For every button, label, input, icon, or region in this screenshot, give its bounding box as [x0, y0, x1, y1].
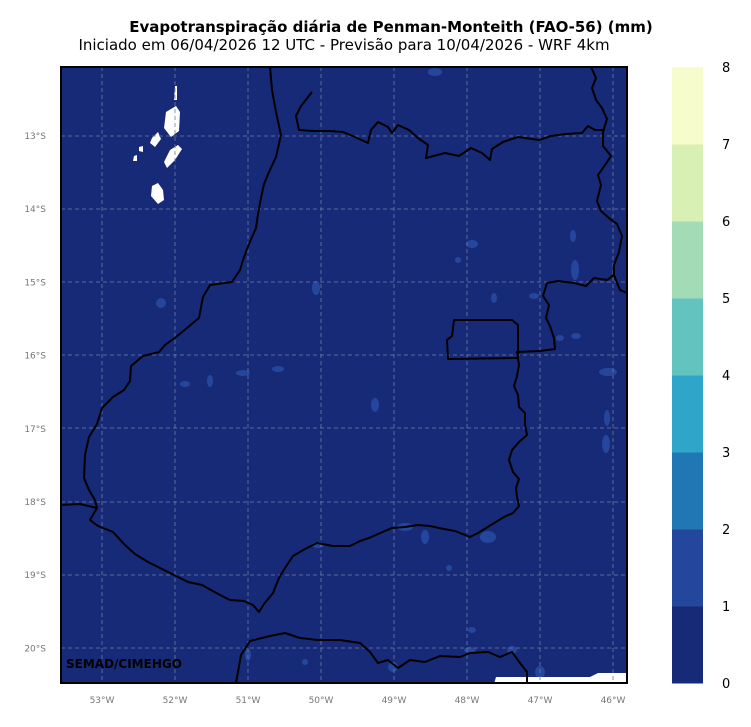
x-axis-ticks: 53°W 52°W 51°W 50°W 49°W 48°W 47°W 46°W: [90, 696, 626, 706]
colorbar-segment: [672, 67, 703, 145]
y-tick-label: 15°S: [24, 278, 46, 288]
eastern-border: [613, 274, 627, 294]
distrito-federal: [446, 319, 519, 360]
colorbar-tick-label: 4: [722, 369, 730, 384]
y-tick-label: 14°S: [24, 205, 46, 215]
colorbar-tick-label: 5: [722, 292, 730, 307]
colorbar-segment: [672, 375, 703, 453]
x-tick-label: 48°W: [455, 696, 480, 706]
colorbar-segment: [672, 298, 703, 376]
southern-river-border: [235, 632, 528, 683]
map-subtitle: Iniciado em 06/04/2026 12 UTC - Previsão…: [78, 36, 610, 54]
y-tick-label: 16°S: [24, 352, 46, 362]
y-tick-label: 20°S: [24, 644, 46, 654]
x-tick-label: 53°W: [90, 696, 115, 706]
x-tick-label: 46°W: [601, 696, 626, 706]
map-title: Evapotranspiração diária de Penman-Monte…: [129, 18, 653, 36]
x-tick-label: 51°W: [236, 696, 261, 706]
grid-lines: [61, 67, 627, 683]
colorbar-segment: [672, 221, 703, 299]
colorbar-segment: [672, 529, 703, 607]
colorbar-ticks: 0 1 2 3 4 5 6 7 8: [722, 61, 730, 692]
map-frame: [60, 66, 628, 684]
goias-boundary: [83, 67, 623, 613]
x-tick-label: 50°W: [309, 696, 334, 706]
western-stub: [61, 503, 98, 509]
colorbar-segment: [672, 144, 703, 222]
map-field: [61, 67, 627, 683]
y-tick-label: 13°S: [24, 132, 46, 142]
tocantins-border: [295, 91, 605, 161]
state-borders: [61, 67, 627, 683]
credit-label: SEMAD/CIMEHGO: [66, 657, 182, 671]
colorbar-tick-label: 2: [722, 523, 730, 538]
colorbar-tick-label: 7: [722, 138, 730, 153]
y-tick-label: 17°S: [24, 425, 46, 435]
x-tick-label: 52°W: [163, 696, 188, 706]
colorbar-tick-label: 6: [722, 215, 730, 230]
y-tick-label: 19°S: [24, 571, 46, 581]
colorbar-tick-label: 3: [722, 446, 730, 461]
y-tick-label: 18°S: [24, 498, 46, 508]
colorbar-segment: [672, 452, 703, 530]
colorbar-tick-label: 0: [722, 677, 730, 692]
colorbar-tick-label: 8: [722, 61, 730, 76]
colorbar-segment: [672, 606, 703, 684]
colorbar-tick-label: 1: [722, 600, 730, 615]
colorbar: [672, 67, 703, 684]
x-tick-label: 49°W: [382, 696, 407, 706]
x-tick-label: 47°W: [528, 696, 553, 706]
y-axis-ticks: 13°S 14°S 15°S 16°S 17°S 18°S 19°S 20°S: [24, 132, 46, 654]
